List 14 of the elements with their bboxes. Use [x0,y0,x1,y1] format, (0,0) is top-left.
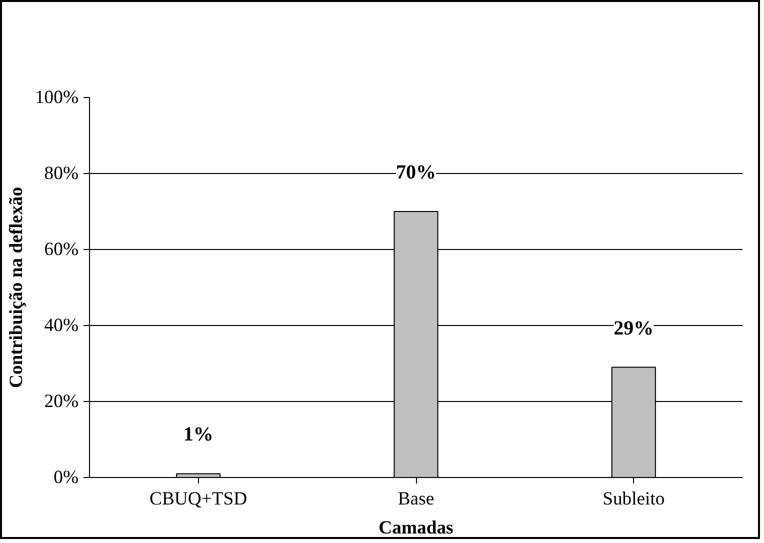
x-tick-label: Base [398,488,434,510]
y-tick-label: 100% [34,87,79,108]
y-tick-label: 40% [44,315,79,336]
y-tick-label: 60% [44,239,79,260]
x-axis-title: Camadas [378,518,454,538]
data-label: 29% [614,317,654,340]
y-tick-label: 20% [44,391,79,412]
x-tick-label: Subleito [602,488,665,510]
y-tick-label: 80% [44,163,79,184]
x-tick-label: CBUQ+TSD [150,488,248,510]
y-axis-title: Contribuição na deflexão [6,186,27,388]
y-tick-label: 0% [54,467,79,488]
data-label: 70% [396,162,436,184]
data-label: 1% [183,424,214,446]
